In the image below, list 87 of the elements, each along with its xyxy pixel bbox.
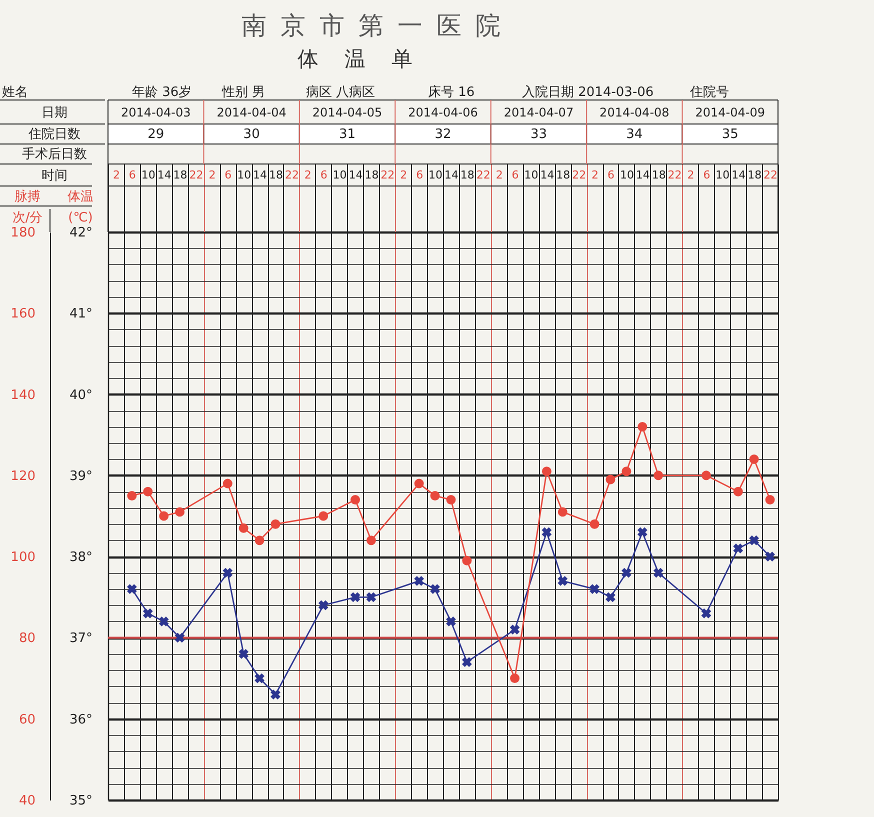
x-tick-label: 14 — [157, 168, 172, 182]
x-tick-label: 2014-04-09 — [695, 106, 766, 120]
x-tick-label: 6 — [703, 168, 710, 182]
y-tick-label: 手术后日数 — [22, 147, 87, 162]
x-tick-label: 18 — [748, 168, 762, 182]
y2-tick-label: 100 — [10, 550, 36, 566]
y2-tick-label: 140 — [10, 388, 36, 403]
data-label: 30 — [243, 127, 260, 142]
y2-tick-label: 80 — [18, 631, 36, 646]
x-tick-label: 6 — [320, 168, 328, 182]
y2-tick-label: 60 — [18, 712, 36, 728]
x-tick-label: 6 — [608, 168, 614, 182]
y-tick-label: 36° — [69, 712, 92, 728]
x-tick-label: 22 — [476, 168, 490, 182]
text: 病区 八病区 — [306, 85, 376, 100]
x-tick-label: 14 — [253, 168, 268, 182]
x-tick-label: 2 — [496, 168, 503, 182]
y-tick-label: 35° — [69, 794, 92, 808]
y-tick-label: 40° — [69, 388, 92, 403]
y-tick-label: 住院日数 — [28, 127, 80, 142]
x-tick-label: 14 — [348, 168, 363, 182]
y-axis-title: 体温(℃) — [68, 190, 94, 226]
x-tick-label: 2 — [304, 168, 312, 182]
x-tick-label: 22 — [572, 168, 586, 182]
text: 性别 男 — [221, 85, 266, 100]
x-tick-label: 14 — [732, 168, 746, 182]
x-tick-label: 18 — [460, 168, 474, 182]
text: 年龄 36岁 — [132, 85, 192, 100]
x-tick-label: 6 — [512, 168, 519, 182]
x-tick-label: 2 — [208, 168, 216, 182]
x-tick-label: 2014-04-08 — [600, 106, 670, 120]
x-tick-label: 14 — [540, 168, 554, 182]
x-tick-label: 2 — [112, 168, 120, 182]
y2-tick-label: 40 — [18, 794, 36, 808]
x-tick-label: 22 — [764, 168, 778, 182]
x-tick-label: 10 — [237, 168, 252, 182]
x-tick-label: 22 — [284, 168, 299, 182]
x-tick-label: 10 — [524, 168, 538, 182]
x-tick-label: 18 — [652, 168, 666, 182]
x-tick-label: 14 — [444, 168, 458, 182]
text: 姓名 — [2, 85, 28, 100]
text: 入院日期 2014-03-06 — [522, 85, 654, 100]
x-tick-label: 10 — [141, 168, 156, 182]
x-tick-label: 18 — [173, 168, 188, 182]
x-tick-label: 22 — [380, 168, 395, 182]
x-tick-label: 10 — [716, 168, 730, 182]
x-tick-label: 18 — [364, 168, 379, 182]
data-label: 29 — [148, 127, 164, 142]
chart-title: 南京市第一医院 — [242, 11, 514, 40]
x-tick-label: 22 — [668, 168, 682, 182]
x-tick-label: 6 — [416, 168, 424, 182]
x-tick-label: 10 — [428, 168, 443, 182]
y2-tick-label: 180 — [10, 226, 36, 240]
text: 床号 16 — [428, 85, 475, 100]
x-axis-title: 日期 — [42, 106, 68, 120]
y-tick-label: 39° — [69, 468, 92, 484]
x-tick-label: 2014-04-05 — [312, 106, 382, 120]
x-tick-label: 2 — [592, 168, 599, 182]
data-label: 34 — [626, 127, 643, 142]
data-label: 35 — [722, 127, 738, 142]
x-tick-label: 2014-04-07 — [504, 106, 574, 120]
x-tick-label: 6 — [128, 168, 136, 182]
x-tick-label: 18 — [556, 168, 570, 182]
y-tick-label: 41° — [69, 306, 92, 322]
data-label: 31 — [339, 127, 356, 142]
y-tick-label: 37° — [69, 631, 92, 646]
x-tick-label: 2 — [400, 168, 408, 182]
y2-tick-label: 120 — [10, 468, 36, 484]
x-tick-label: 2014-04-06 — [408, 106, 478, 120]
x-tick-label: 6 — [224, 168, 232, 182]
x-tick-label: 10 — [620, 168, 634, 182]
data-label: 33 — [530, 127, 547, 142]
data-label: 32 — [434, 127, 452, 142]
x-tick-label: 10 — [332, 168, 347, 182]
x-tick-label: 14 — [636, 168, 650, 182]
x-axis-title: 时间 — [42, 168, 68, 184]
x-tick-label: 18 — [269, 168, 283, 182]
y-tick-label: 38° — [69, 550, 92, 566]
x-tick-label: 2014-04-04 — [216, 106, 286, 120]
x-tick-label: 2 — [687, 168, 694, 182]
chart-subtitle: 体温单 — [298, 47, 438, 71]
text: 住院号 — [689, 85, 729, 100]
y2-axis-title: 脉搏次/分 — [12, 190, 43, 226]
y-tick-label: 42° — [69, 226, 92, 240]
x-tick-label: 2014-04-03 — [120, 106, 191, 120]
y2-tick-label: 160 — [10, 306, 36, 322]
x-tick-label: 22 — [189, 168, 204, 182]
